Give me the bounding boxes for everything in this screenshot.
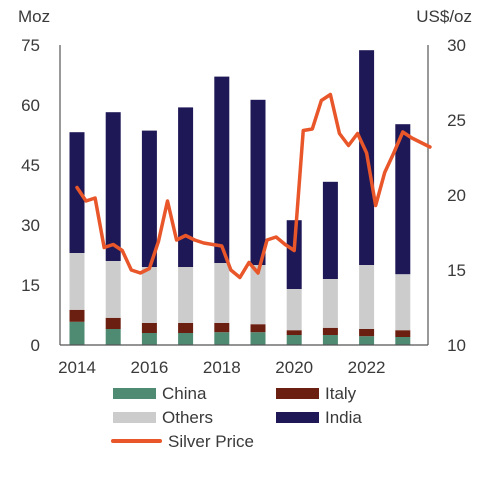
bar-others-2016: [141, 267, 157, 323]
bar-india-2015: [105, 112, 121, 261]
right-tick-label: 15: [447, 261, 466, 280]
axes: [59, 45, 429, 346]
bar-india-2018: [214, 76, 230, 263]
bar-italy-2018: [214, 323, 230, 333]
bar-italy-2014: [69, 309, 85, 322]
bar-china-2022: [359, 336, 375, 345]
bar-italy-2021: [322, 327, 338, 335]
legend-china-swatch: [113, 388, 156, 399]
right-tick-label: 10: [447, 336, 466, 355]
right-axis-unit: US$/oz: [416, 7, 472, 26]
x-tick-label: 2014: [58, 358, 96, 377]
bar-china-2021: [322, 335, 338, 345]
left-tick-label: 45: [21, 156, 40, 175]
legend: China Italy Others India Silver Price: [111, 384, 362, 451]
left-tick-label: 30: [21, 216, 40, 235]
bar-italy-2020: [286, 330, 302, 335]
bar-others-2019: [250, 265, 266, 325]
bar-china-2014: [69, 321, 85, 345]
bar-others-2020: [286, 289, 302, 331]
legend-italy-label: Italy: [325, 384, 357, 403]
right-axis-ticks: 10 15 20 25 30: [447, 36, 466, 355]
bar-india-2023: [395, 124, 411, 275]
bar-others-2022: [359, 265, 375, 329]
bar-others-2015: [105, 261, 121, 318]
bar-china-2016: [141, 333, 157, 345]
bar-india-2014: [69, 132, 85, 253]
bar-china-2023: [395, 337, 411, 345]
bar-others-2023: [395, 274, 411, 331]
left-axis-ticks: 0 15 30 45 60 75: [21, 36, 40, 355]
bar-italy-2019: [250, 324, 266, 333]
bar-india-2017: [178, 107, 194, 268]
x-tick-label: 2018: [203, 358, 241, 377]
left-axis-unit: Moz: [18, 7, 50, 26]
bar-others-2021: [322, 279, 338, 328]
bar-italy-2015: [105, 317, 121, 329]
bar-italy-2017: [178, 323, 194, 333]
left-tick-label: 60: [21, 96, 40, 115]
x-axis-ticks: 2014 2016 2018 2020 2022: [58, 358, 385, 377]
bar-others-2018: [214, 263, 230, 323]
bar-india-2019: [250, 99, 266, 265]
bar-china-2017: [178, 333, 194, 345]
legend-others-swatch: [113, 412, 156, 423]
bar-series-group: [69, 50, 411, 345]
x-tick-label: 2022: [348, 358, 386, 377]
x-tick-label: 2016: [130, 358, 168, 377]
bar-others-2017: [178, 267, 194, 323]
bar-others-2014: [69, 253, 85, 310]
right-tick-label: 20: [447, 186, 466, 205]
left-tick-label: 15: [21, 276, 40, 295]
legend-china-label: China: [162, 384, 207, 403]
right-tick-label: 25: [447, 111, 466, 130]
bar-india-2021: [322, 181, 338, 279]
silver-price-line: [75, 92, 432, 280]
bar-italy-2016: [141, 323, 157, 333]
legend-silver-price-label: Silver Price: [168, 432, 254, 451]
legend-india-label: India: [325, 408, 362, 427]
bar-china-2019: [250, 332, 266, 345]
right-tick-label: 30: [447, 36, 466, 55]
x-tick-label: 2020: [275, 358, 313, 377]
legend-others-label: Others: [162, 408, 213, 427]
left-tick-label: 75: [21, 36, 40, 55]
bar-italy-2023: [395, 330, 411, 337]
left-tick-label: 0: [31, 336, 40, 355]
legend-india-swatch: [276, 412, 319, 423]
silver-price-line-group: [75, 92, 432, 280]
bar-italy-2022: [359, 329, 375, 337]
bar-china-2018: [214, 332, 230, 345]
bar-india-2020: [286, 220, 302, 289]
bar-india-2016: [141, 130, 157, 267]
bar-china-2015: [105, 329, 121, 345]
bar-china-2020: [286, 335, 302, 345]
legend-italy-swatch: [276, 388, 319, 399]
